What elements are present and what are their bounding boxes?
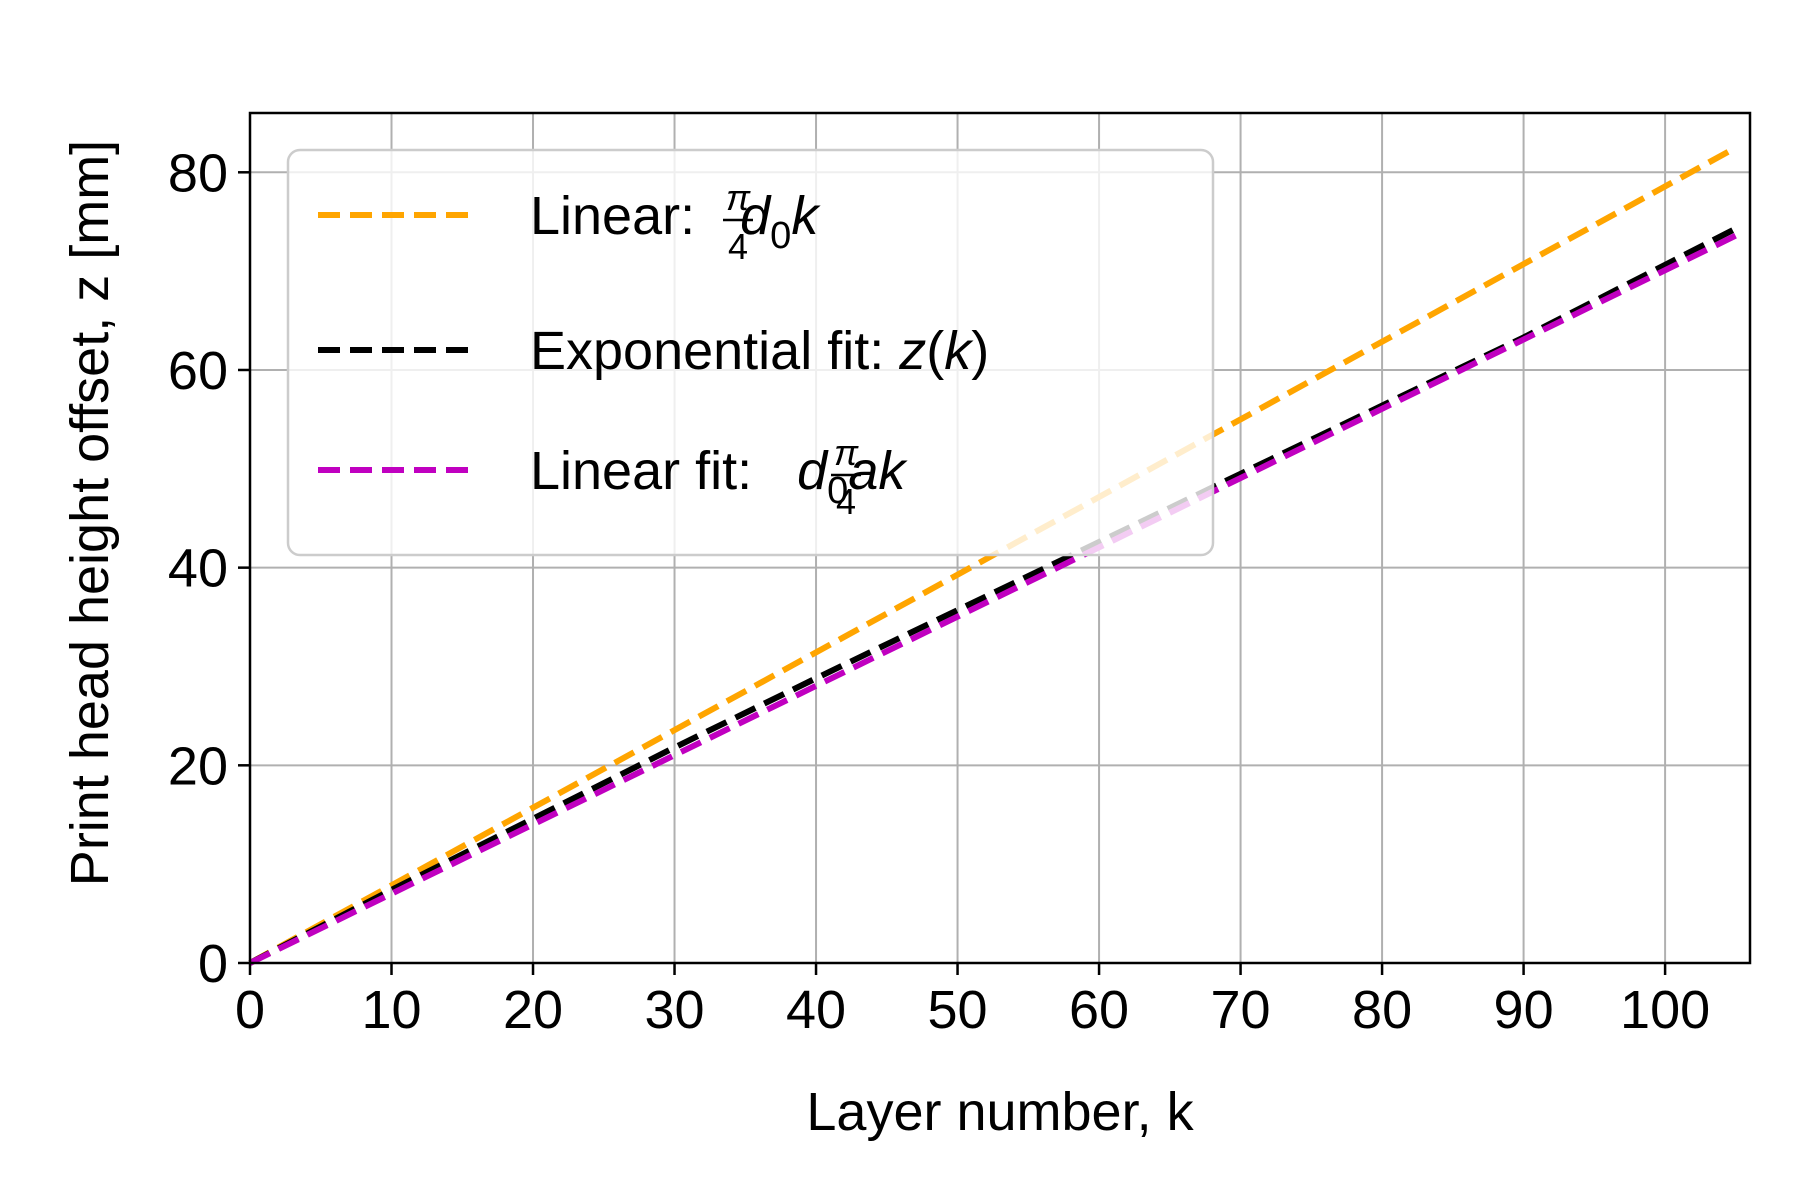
legend-part: Linear fit: bbox=[530, 441, 767, 501]
legend-part: k bbox=[791, 186, 821, 246]
x-tick-label: 50 bbox=[928, 980, 988, 1040]
y-tick-label: 0 bbox=[198, 934, 228, 994]
x-tick-label: 80 bbox=[1352, 980, 1412, 1040]
x-axis-label: Layer number, k bbox=[806, 1082, 1194, 1142]
legend-box bbox=[286, 148, 1215, 557]
legend-part: 0 bbox=[770, 215, 791, 257]
legend-part: ak bbox=[848, 441, 908, 501]
x-tick-label: 60 bbox=[1069, 980, 1129, 1040]
x-tick-label: 40 bbox=[786, 980, 846, 1040]
legend-part: Linear: bbox=[530, 186, 710, 246]
legend-label-1: Exponential fit: z(k) bbox=[530, 321, 989, 381]
legend-part: 0 bbox=[827, 470, 848, 512]
x-tick-label: 30 bbox=[644, 980, 704, 1040]
legend-frac-num: π bbox=[834, 432, 859, 473]
x-tick-label: 0 bbox=[235, 980, 265, 1040]
legend-part: ) bbox=[971, 321, 989, 381]
legend-frac-den: 4 bbox=[836, 481, 856, 522]
x-tick-label: 100 bbox=[1620, 980, 1710, 1040]
legend-label-0: Linear: d0k bbox=[530, 186, 821, 257]
series-line-2 bbox=[248, 232, 1738, 966]
legend-part: d bbox=[740, 186, 772, 246]
y-tick-label: 20 bbox=[168, 736, 228, 796]
x-tick-label: 10 bbox=[361, 980, 421, 1040]
legend-part: ( bbox=[926, 321, 944, 381]
legend-label-2: Linear fit: d0ak bbox=[530, 441, 908, 512]
y-axis-label: Print head height offset, z [mm] bbox=[60, 140, 120, 886]
x-tick-label: 20 bbox=[503, 980, 563, 1040]
legend-frac-num: π bbox=[726, 177, 751, 218]
legend-part: k bbox=[944, 321, 974, 381]
legend-frac-den: 4 bbox=[728, 226, 748, 267]
x-tick-label: 90 bbox=[1494, 980, 1554, 1040]
y-tick-label: 80 bbox=[168, 143, 228, 203]
x-tick-label: 70 bbox=[1211, 980, 1271, 1040]
y-tick-label: 60 bbox=[168, 341, 228, 401]
plot-frame bbox=[248, 111, 1752, 965]
legend-part: d bbox=[797, 441, 829, 501]
legend-part: Exponential fit: bbox=[530, 321, 899, 381]
y-tick-label: 40 bbox=[168, 539, 228, 599]
legend-part: z bbox=[898, 321, 926, 381]
